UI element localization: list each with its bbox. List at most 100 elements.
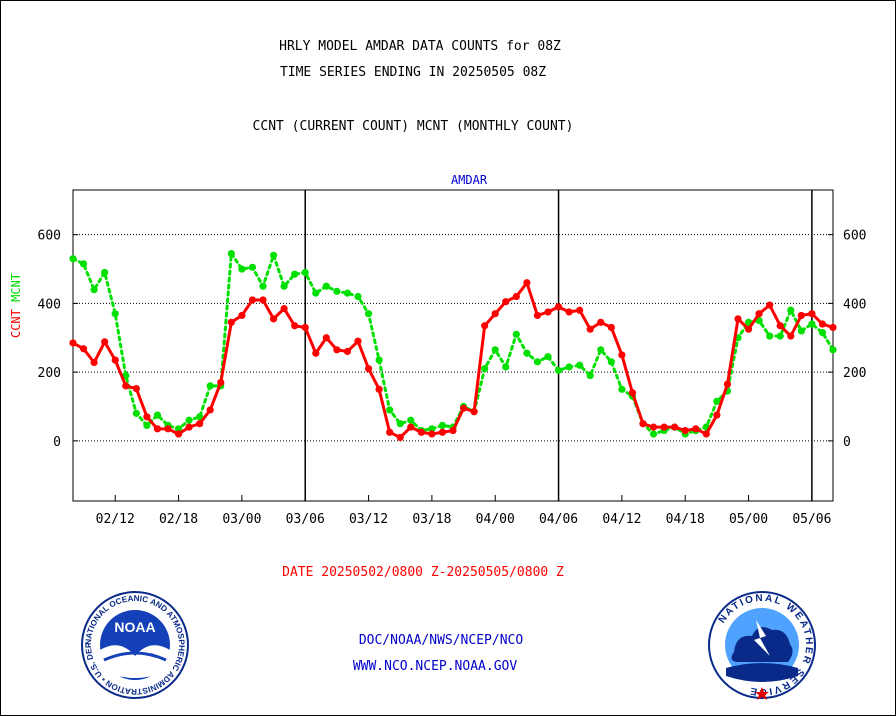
data-point-mcnt [586,371,594,380]
data-point-mcnt [69,255,77,263]
data-point-ccnt [544,308,552,316]
data-point-ccnt [153,425,162,433]
data-point-ccnt [459,404,468,412]
footer-website: WWW.NCO.NCEP.NOAA.GOV [352,659,518,674]
x-tick-label: 04/12 [602,512,641,527]
data-point-ccnt [702,430,710,438]
data-point-ccnt [808,310,816,318]
data-point-ccnt [818,320,827,328]
data-point-ccnt [101,338,109,346]
y-axis-label-ccnt: CCNT [9,309,23,338]
data-point-ccnt [333,346,341,354]
data-point-mcnt [312,289,320,297]
data-point-mcnt [797,327,805,335]
y-tick-label-right: 0 [843,435,851,450]
data-point-ccnt [565,308,573,316]
data-point-mcnt [618,385,626,393]
x-tick-label: 03/00 [222,512,261,527]
data-point-mcnt [428,425,436,433]
data-point-ccnt [417,428,425,436]
data-point-ccnt [723,380,732,388]
data-point-ccnt [681,426,689,435]
data-point-mcnt [523,349,531,357]
noaa-logo: NATIONAL OCEANIC AND ATMOSPHERIC ADMINIS… [80,590,189,699]
header-subtitle: TIME SERIES ENDING IN 20250505 08Z [279,65,547,80]
data-point-ccnt [354,337,362,345]
data-point-ccnt [164,425,172,433]
data-point-ccnt [217,378,225,387]
data-point-ccnt [79,345,88,353]
y-tick-label-left: 600 [38,229,61,244]
data-point-mcnt [597,346,605,354]
data-point-mcnt [269,251,278,259]
y-tick-label-right: 400 [843,297,866,312]
data-point-mcnt [375,356,383,364]
data-point-mcnt [438,421,447,429]
data-point-mcnt [280,282,288,290]
data-point-ccnt [449,426,457,435]
data-point-mcnt [554,366,563,375]
data-point-ccnt [776,322,784,330]
data-point-mcnt [491,346,499,354]
y-tick-label-right: 600 [843,229,866,244]
nws-logo: NATIONAL WEATHER SERVICE [708,591,816,700]
data-point-ccnt [291,322,299,330]
data-point-ccnt [797,311,805,320]
data-point-ccnt [301,323,309,332]
data-point-ccnt [269,315,278,323]
data-point-mcnt [132,409,140,417]
data-point-ccnt [639,420,647,428]
y-axis-label: CCNT MCNT [9,273,23,338]
data-point-mcnt [153,411,162,419]
data-point-mcnt [607,358,615,366]
data-point-ccnt [375,385,383,393]
data-point-mcnt [196,413,204,421]
data-point-ccnt [607,323,615,332]
data-point-ccnt [523,279,531,287]
data-point-ccnt [713,411,721,419]
data-point-mcnt [238,265,246,273]
data-point-ccnt [438,428,447,436]
x-tick-label: 03/18 [412,512,451,527]
data-point-mcnt [502,363,510,371]
data-point-ccnt [122,382,130,390]
data-point-ccnt [734,315,742,323]
data-point-mcnt [565,363,573,371]
data-point-mcnt [544,353,552,361]
data-point-mcnt [206,382,214,390]
x-tick-label: 03/06 [286,512,325,527]
data-point-ccnt [628,389,637,397]
data-point-mcnt [649,430,658,438]
data-point-mcnt [512,330,520,338]
data-point-ccnt [829,323,837,332]
data-point-mcnt [90,286,98,294]
data-point-mcnt [576,361,584,369]
data-point-mcnt [122,371,130,380]
data-point-ccnt [533,311,542,320]
data-point-mcnt [776,332,784,340]
data-point-mcnt [227,249,235,258]
data-point-ccnt [90,358,98,367]
data-point-ccnt [407,423,415,431]
data-point-ccnt [69,339,77,347]
data-point-ccnt [481,322,489,330]
y-axis-label-mcnt: MCNT [9,273,23,309]
data-point-mcnt [79,260,88,268]
data-point-ccnt [660,423,668,431]
data-point-ccnt [470,408,478,416]
header-title: HRLY MODEL AMDAR DATA COUNTS for 08Z [279,39,561,54]
data-point-ccnt [502,298,510,306]
data-point-mcnt [533,358,542,366]
data-point-ccnt [766,301,774,309]
data-point-ccnt [744,325,753,333]
x-tick-label: 04/06 [539,512,578,527]
data-point-mcnt [481,365,489,373]
data-point-ccnt [671,423,679,431]
data-point-mcnt [343,289,352,297]
data-point-ccnt [196,420,204,428]
data-point-ccnt [322,334,330,342]
header-legend-description: CCNT (CURRENT COUNT) MCNT (MONTHLY COUNT… [252,119,574,134]
data-point-mcnt [248,263,257,271]
data-point-ccnt [343,347,352,356]
